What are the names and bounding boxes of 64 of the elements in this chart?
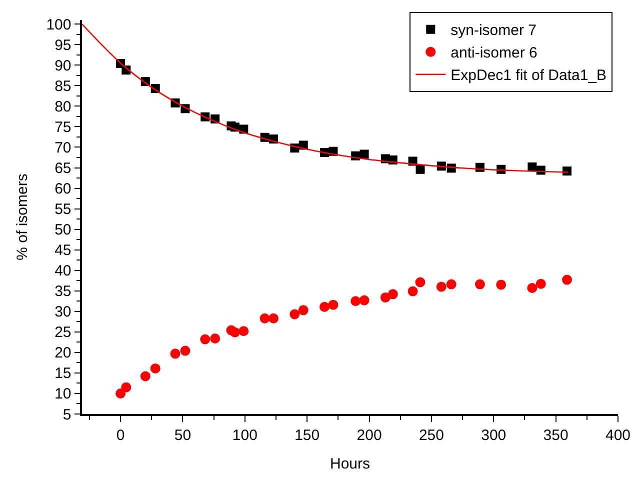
y-tick-label: 75 [54, 118, 72, 136]
point [388, 289, 398, 300]
x-tick-label: 0 [116, 426, 125, 444]
point [527, 283, 538, 293]
y-tick-label: 15 [54, 365, 72, 382]
y-axis-title: % of isomers [14, 174, 31, 260]
y-tick-label: 35 [54, 283, 72, 300]
point [360, 150, 369, 159]
point [116, 388, 126, 398]
point [415, 277, 426, 288]
point [210, 333, 220, 344]
point [140, 371, 150, 382]
point [200, 334, 210, 344]
x-tick-label: 150 [294, 426, 320, 444]
point [408, 286, 418, 296]
point [260, 313, 270, 324]
x-tick-label: 100 [232, 426, 258, 444]
y-tick-label: 10 [54, 386, 72, 403]
y-tick-label: 90 [54, 57, 72, 74]
y-tick-label: 85 [54, 78, 72, 95]
y-tick-label: 65 [54, 160, 72, 177]
point [536, 278, 546, 289]
point [150, 363, 160, 374]
y-tick-label: 40 [54, 262, 72, 280]
point [436, 282, 446, 292]
y-tick-label: 55 [54, 201, 72, 218]
y-tick-label: 95 [54, 36, 72, 54]
point [496, 280, 506, 290]
point [328, 300, 338, 310]
point [298, 305, 308, 316]
point [320, 302, 330, 312]
y-tick-label: 25 [54, 324, 72, 342]
point [416, 164, 425, 174]
y-tick-label: 5 [62, 406, 72, 424]
legend-label: anti-isomer 6 [450, 44, 538, 62]
y-tick-label: 60 [54, 180, 72, 198]
point [121, 382, 132, 392]
x-tick-label: 200 [356, 426, 382, 444]
x-tick-label: 250 [418, 426, 444, 444]
y-tick-label: 70 [54, 139, 72, 156]
point [290, 309, 300, 320]
y-tick-label: 50 [54, 222, 72, 239]
y-tick-label: 20 [54, 344, 72, 362]
point [350, 296, 361, 306]
point [268, 313, 279, 324]
x-axis-title: Hours [330, 455, 370, 472]
point [562, 274, 572, 285]
point [230, 327, 240, 338]
point [238, 326, 249, 336]
point [180, 346, 190, 356]
x-tick-label: 350 [543, 426, 568, 444]
y-tick-label: 100 [46, 16, 72, 34]
y-tick-label: 30 [54, 304, 72, 321]
y-tick-label: 80 [54, 98, 72, 116]
x-tick-label: 300 [481, 426, 506, 444]
x-tick-label: 400 [605, 426, 631, 444]
x-tick-label: 50 [174, 426, 192, 444]
point [474, 279, 485, 290]
point [446, 279, 456, 290]
point [170, 348, 180, 359]
point [359, 295, 370, 306]
legend-label: syn-isomer 7 [450, 22, 536, 40]
legend-label: ExpDec1 fit of Data1_B [450, 67, 607, 84]
y-tick-label: 45 [54, 242, 72, 260]
